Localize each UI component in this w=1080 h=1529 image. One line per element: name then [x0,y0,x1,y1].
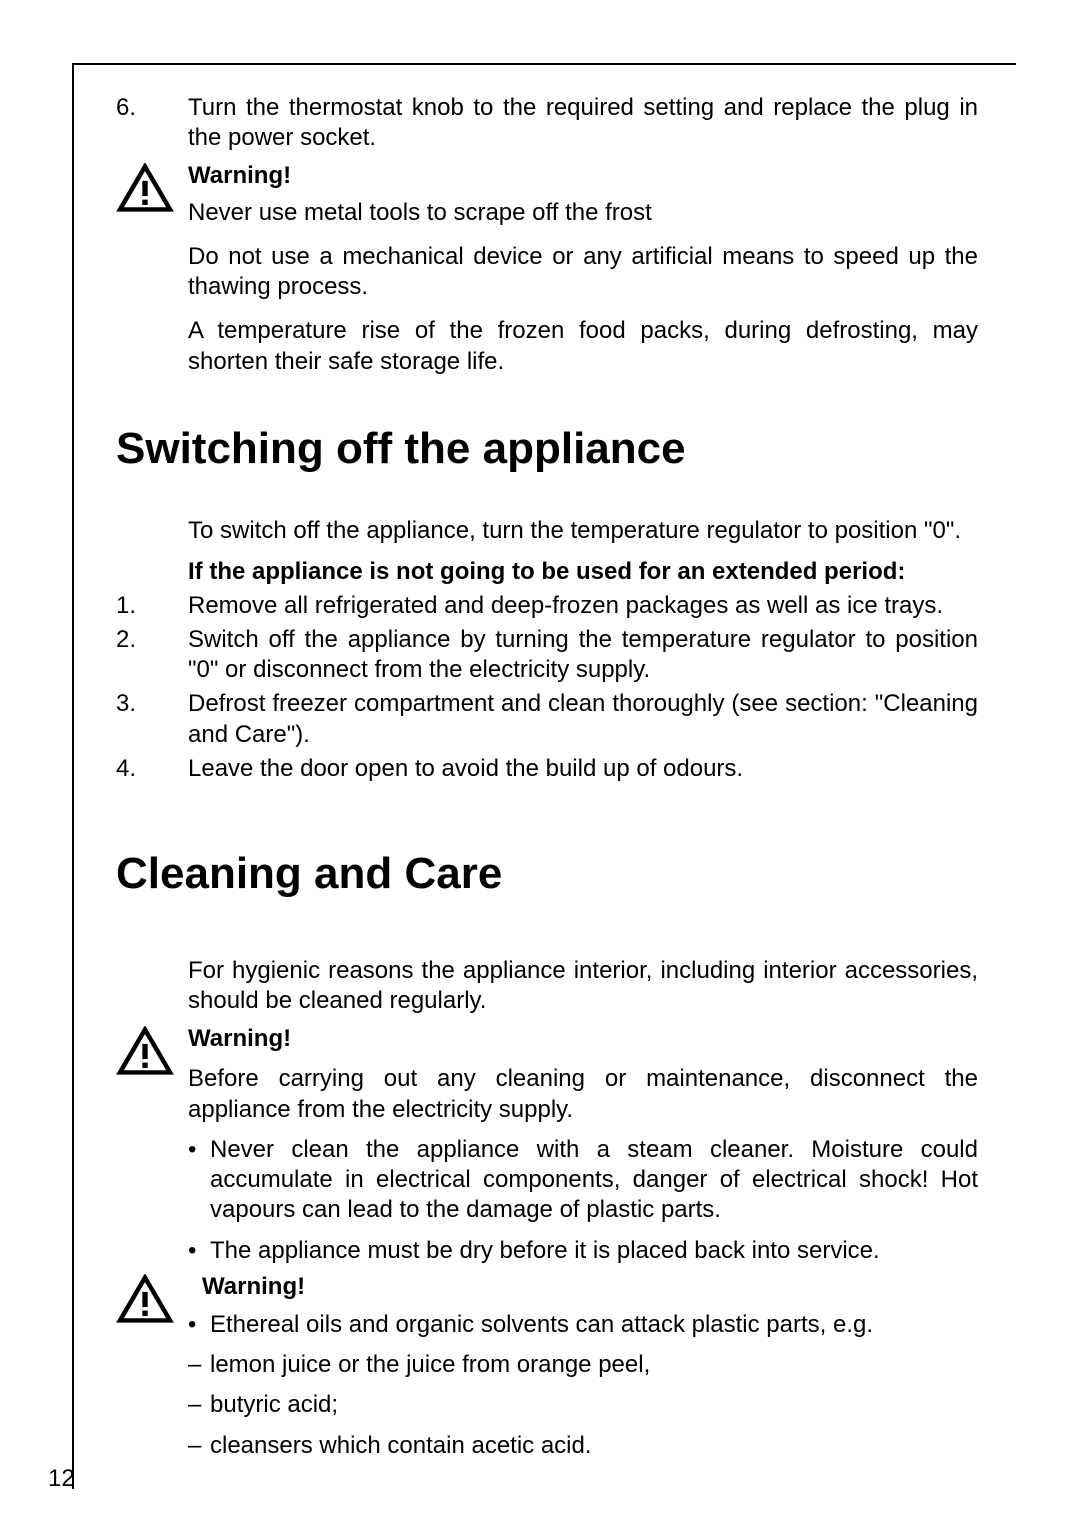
list-item: 3. Defrost freezer compartment and clean… [116,689,978,749]
warning-block: Warning! Before carrying out any cleanin… [116,1024,978,1266]
item-text: Remove all refrigerated and deep-frozen … [188,591,978,621]
paragraph: A temperature rise of the frozen food pa… [188,316,978,376]
item-number: 4. [116,754,188,784]
warning-text-group: Warning! • Ethereal oils and organic sol… [188,1272,978,1461]
bullet-marker: • [188,1135,210,1226]
dash-item: – butyric acid; [188,1390,978,1420]
dash-marker: – [188,1390,210,1420]
item-text: Defrost freezer compartment and clean th… [188,689,978,749]
bullet-marker: • [188,1310,210,1340]
warning-icon [116,1024,188,1266]
warning-title: Warning! [202,1272,978,1302]
paragraph: For hygienic reasons the appliance inter… [188,956,978,1016]
dash-text: lemon juice or the juice from orange pee… [210,1350,650,1380]
page-number: 12 [48,1465,75,1493]
numbered-list: 1. Remove all refrigerated and deep-froz… [116,591,978,784]
warning-block: Warning! • Ethereal oils and organic sol… [116,1272,978,1461]
warning-icon [116,161,188,227]
paragraph: Do not use a mechanical device or any ar… [188,242,978,302]
page-content: 6. Turn the thermostat knob to the requi… [74,65,1016,1461]
dash-item: – lemon juice or the juice from orange p… [188,1350,978,1380]
list-item: 4. Leave the door open to avoid the buil… [116,754,978,784]
dash-text: cleansers which contain acetic acid. [210,1431,592,1461]
bullet-text: Never clean the appliance with a steam c… [210,1135,978,1226]
warning-block: Warning! Never use metal tools to scrape… [116,161,978,227]
item-text: Switch off the appliance by turning the … [188,625,978,685]
paragraph-bold: If the appliance is not going to be used… [188,557,978,587]
bullet-item: • Never clean the appliance with a steam… [188,1135,978,1226]
bullet-text: Ethereal oils and organic solvents can a… [210,1310,978,1340]
item-number: 1. [116,591,188,621]
item-number: 2. [116,625,188,685]
paragraph: To switch off the appliance, turn the te… [188,516,978,546]
list-item: 1. Remove all refrigerated and deep-froz… [116,591,978,621]
dash-marker: – [188,1350,210,1380]
section-heading: Switching off the appliance [116,421,978,476]
item-number: 6. [116,93,188,153]
page-frame: 6. Turn the thermostat knob to the requi… [72,63,1016,1489]
item-text: Leave the door open to avoid the build u… [188,754,978,784]
warning-title: Warning! [188,161,978,191]
warning-paragraph: Before carrying out any cleaning or main… [188,1064,978,1124]
warning-icon [116,1272,188,1461]
dash-marker: – [188,1431,210,1461]
list-item: 2. Switch off the appliance by turning t… [116,625,978,685]
warning-text-group: Warning! Never use metal tools to scrape… [188,161,978,227]
bullet-item: • The appliance must be dry before it is… [188,1236,978,1266]
dash-item: – cleansers which contain acetic acid. [188,1431,978,1461]
bullet-marker: • [188,1236,210,1266]
warning-title: Warning! [188,1024,978,1054]
warning-line: Never use metal tools to scrape off the … [188,198,978,228]
bullet-text: The appliance must be dry before it is p… [210,1236,978,1266]
list-item: 6. Turn the thermostat knob to the requi… [116,93,978,153]
warning-text-group: Warning! Before carrying out any cleanin… [188,1024,978,1266]
section-heading: Cleaning and Care [116,846,978,901]
dash-text: butyric acid; [210,1390,338,1420]
item-text: Turn the thermostat knob to the required… [188,93,978,153]
item-number: 3. [116,689,188,749]
bullet-item: • Ethereal oils and organic solvents can… [188,1310,978,1340]
